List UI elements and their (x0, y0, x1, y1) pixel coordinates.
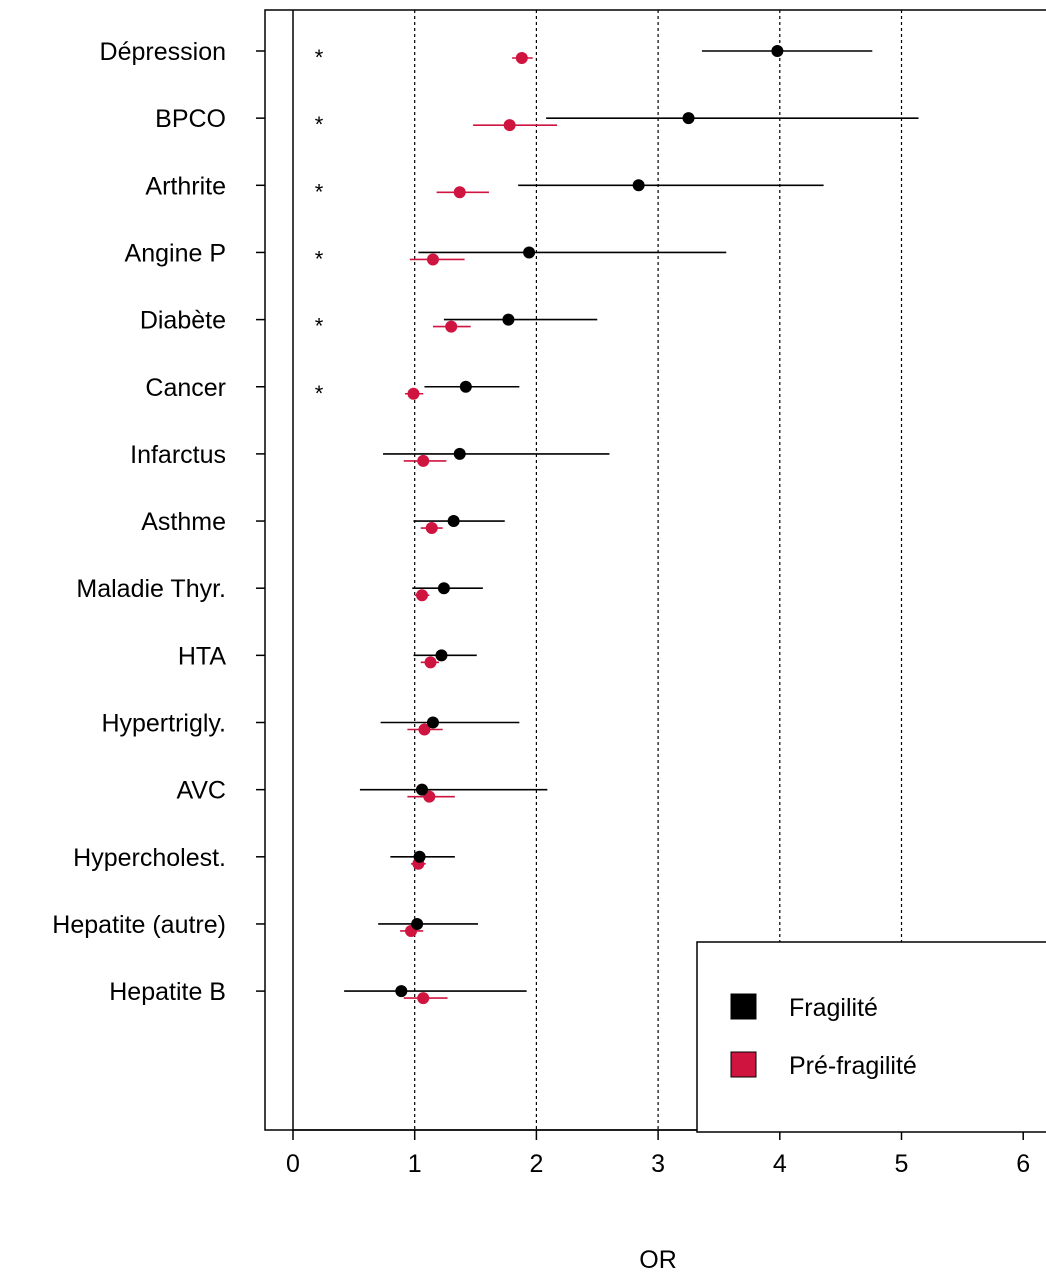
point-estimate (411, 917, 424, 930)
point-estimate (682, 112, 695, 125)
legend-label: Fragilité (789, 994, 878, 1022)
category-label: AVC (176, 777, 226, 805)
plot-marks (344, 45, 919, 1005)
point-estimate (417, 992, 430, 1005)
point-estimate (426, 716, 439, 729)
legend-label: Pré-fragilité (789, 1052, 917, 1080)
x-tick-label: 0 (286, 1150, 300, 1178)
point-estimate (416, 589, 429, 602)
category-label: Hepatite B (109, 978, 226, 1006)
category-label: Hepatite (autre) (52, 911, 226, 939)
point-estimate (435, 649, 448, 662)
point-estimate (445, 320, 458, 333)
significance-star: * (315, 112, 324, 137)
x-tick-label: 4 (773, 1150, 787, 1178)
point-estimate (416, 783, 429, 796)
significance-star: * (315, 246, 324, 271)
category-label: HTA (178, 642, 226, 670)
point-estimate (407, 387, 420, 400)
point-estimate (417, 454, 430, 467)
point-estimate (459, 380, 472, 393)
x-tick-label: 2 (529, 1150, 543, 1178)
x-tick-label: 5 (895, 1150, 909, 1178)
point-estimate (424, 656, 437, 669)
category-label: Arthrite (145, 172, 226, 200)
point-estimate (426, 253, 439, 266)
x-tick-label: 6 (1016, 1150, 1030, 1178)
point-estimate (418, 723, 431, 736)
category-label: Angine P (125, 239, 226, 267)
point-estimate (453, 186, 466, 199)
point-estimate (437, 582, 450, 595)
category-label: Asthme (141, 508, 226, 536)
significance-star: * (315, 45, 324, 70)
point-estimate (453, 447, 466, 460)
point-estimate (502, 313, 515, 326)
category-label: Infarctus (130, 441, 226, 469)
point-estimate (503, 119, 516, 132)
point-estimate (523, 246, 536, 259)
legend-swatch (730, 993, 757, 1020)
category-label: Hypercholest. (73, 844, 226, 872)
point-estimate (413, 850, 426, 863)
x-tick-label: 1 (408, 1150, 422, 1178)
legend-swatch (730, 1051, 757, 1078)
point-estimate (395, 985, 408, 998)
legend: Fragilité Pré-fragilité (696, 941, 1046, 1133)
category-labels: Dépression * BPCO * Arthrite * Angine P * Diabèt… (52, 38, 323, 1006)
x-axis: 0 1 2 3 4 5 6 (286, 1129, 1030, 1178)
point-estimate (425, 522, 438, 535)
gridlines (414, 10, 903, 1130)
x-tick-label: 3 (651, 1150, 665, 1178)
category-label: Hypertrigly. (101, 710, 226, 738)
legend-box (696, 941, 1046, 1133)
point-estimate (515, 52, 528, 64)
category-label: Diabète (140, 307, 226, 335)
point-estimate (447, 515, 460, 528)
category-label: Dépression (100, 38, 226, 66)
category-label: Maladie Thyr. (76, 575, 226, 603)
point-estimate (632, 179, 645, 192)
point-estimate (771, 45, 784, 57)
x-axis-title: OR (639, 1246, 677, 1274)
category-label: BPCO (155, 105, 226, 133)
significance-star: * (315, 179, 324, 204)
category-label: Cancer (145, 374, 226, 402)
significance-star: * (315, 381, 324, 406)
significance-star: * (315, 314, 324, 339)
